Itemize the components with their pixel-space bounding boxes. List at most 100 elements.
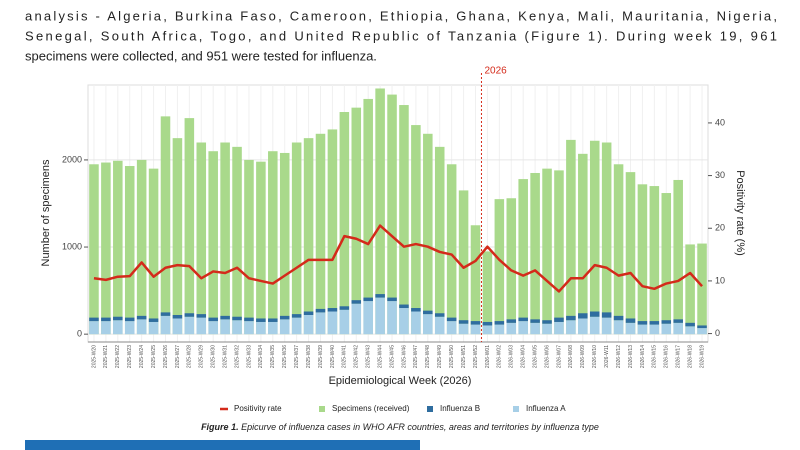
bar-segment [518,317,528,322]
x-tick-label: 2025-W27 [175,345,181,368]
bar-segment [506,319,517,323]
bar-segment [506,322,517,335]
bar-segment [625,318,636,323]
x-tick-label: 2025-W20 [91,345,97,368]
annotation: 2026 [484,66,507,77]
bar [184,118,195,335]
bar [554,170,564,335]
y2-tick-label: 40 [715,117,725,127]
legend-label: Specimens (received) [332,404,410,413]
bar-segment [411,308,421,312]
bar [89,164,99,335]
x-tick-label: 2026-W17 [676,345,682,368]
bar-segment [208,321,218,335]
bar [637,184,648,335]
legend-label: Influenza B [440,404,480,413]
x-tick-label: 2026-W01 [485,345,491,368]
bar [232,146,242,335]
bar-segment [625,322,636,335]
x-tick-label: 2025-W21 [103,345,109,368]
caption-label: Figure 1. [201,422,239,432]
figure-caption: Figure 1. Epicurve of influenza cases in… [201,422,599,432]
bar-segment [673,322,683,335]
paragraph-line: specimens were collected, and 951 were t… [25,48,377,63]
bar [649,186,660,335]
bar-segment [542,323,552,335]
bar-segment [387,297,397,302]
bar-segment [494,321,505,325]
bar-segment [446,321,457,335]
x-tick-label: 2026-W02 [497,345,503,368]
bar [423,133,433,335]
bar-segment [601,312,612,318]
x-tick-label: 2025-W35 [270,345,276,368]
bar-segment [124,317,135,322]
bar-segment [220,315,230,320]
bar-segment [613,320,624,335]
paragraph-line: Senegal, South Africa, Togo, and United … [25,28,777,43]
bar [279,152,290,335]
bar [530,172,540,335]
bar-segment [172,314,183,319]
bar-segment [637,324,648,335]
y2-tick-label: 20 [715,223,725,233]
x-tick-label: 2026-W16 [664,345,670,368]
bar-segment [124,321,135,335]
x-tick-label: 2026-W15 [652,345,658,368]
bar-segment [184,316,195,335]
x-tick-label: 2025-W37 [294,345,300,368]
legend-swatch [427,406,433,412]
bar-segment [387,301,397,335]
x-tick-label: 2025-W26 [163,345,169,368]
x-tick-label: 2025-W39 [318,345,324,368]
bar-segment [685,322,695,327]
bar [291,142,302,335]
bar-segment [148,321,159,335]
bar-segment [601,317,612,335]
bar-segment [685,326,695,335]
x-tick-label: 2025-W49 [437,345,443,368]
bar [387,94,397,335]
bar-segment [578,313,588,319]
bar-segment [423,314,433,335]
paragraph-line: analysis - Algeria, Burkina Faso, Camero… [25,8,777,23]
bar-segment [196,317,207,335]
bar [566,139,576,335]
bar [244,159,254,335]
x-tick-label: 2025-W42 [354,345,360,368]
bar-segment [494,324,505,335]
bar-segment [470,324,481,335]
legend-label: Influenza A [526,404,566,413]
bar-segment [113,316,123,321]
bar-segment [351,303,362,335]
bar [220,142,230,335]
x-tick-label: 2025-W48 [425,345,431,368]
bar-segment [530,319,540,323]
bar-segment [136,315,147,320]
bar-segment [434,316,445,335]
bar [327,129,338,335]
bar [601,142,612,335]
bar-segment [172,318,183,335]
bar [518,179,528,335]
bar-segment [196,314,207,318]
bar-segment [411,311,421,335]
caption-text: Epicurve of influenza cases in WHO AFR c… [241,422,599,432]
x-tick-label: 2025-W33 [246,345,252,368]
bar [399,105,409,335]
y2-tick-label: 10 [715,275,725,285]
bar [124,166,135,335]
bar [315,133,326,335]
bar-segment [399,304,409,309]
bar-segment [613,315,624,321]
bar [506,198,517,335]
bar-segment [434,313,445,317]
bar-segment [530,322,540,335]
bar-segment [697,325,707,329]
bar [268,151,278,335]
bar-segment [375,294,385,298]
x-tick-label: 2026-W09 [580,345,586,368]
bar-segment [113,320,123,335]
bar-segment [327,311,338,335]
